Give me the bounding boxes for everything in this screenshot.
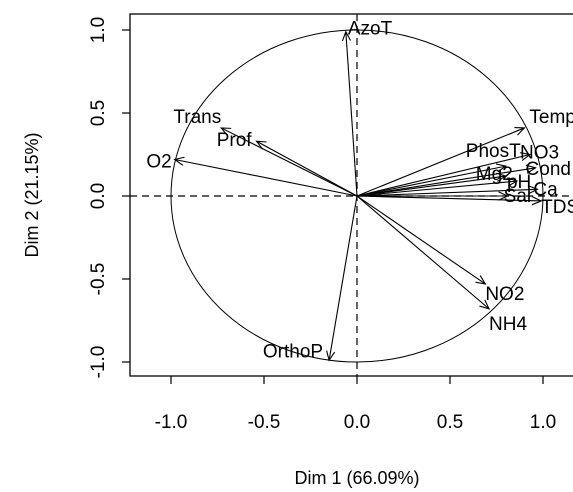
arrowhead-ca	[527, 185, 539, 195]
arrowhead-o2	[173, 156, 185, 166]
y-tick-label: -0.5	[88, 263, 109, 296]
arrow-azot	[345, 31, 358, 197]
y-tick-label: 0.0	[88, 183, 109, 209]
variable-label-no3: NO3	[520, 143, 559, 164]
x-tick-label: 0.0	[344, 412, 370, 433]
axes: -1.0 -0.5 0.0 0.5 1.0 -1.0 -0.5 0.0 0.5 1.0	[88, 17, 556, 433]
arrow-phost	[356, 165, 506, 197]
variable-label-trans: Trans	[173, 107, 221, 128]
variable-label-o2: O2	[146, 151, 171, 172]
arrow-mg2	[356, 175, 506, 197]
arrowhead-trans	[220, 127, 232, 137]
plot-frame	[129, 13, 573, 377]
variable-label-ca: Ca	[533, 179, 558, 200]
x-tick-label: 1.0	[530, 412, 556, 433]
variable-label-phost: PhosT	[466, 141, 521, 162]
x-tick-label: 0.5	[437, 412, 463, 433]
arrowhead-sal	[498, 191, 510, 201]
variable-label-orthop: OrthoP	[263, 341, 323, 362]
arrowhead-phost	[495, 163, 508, 173]
x-axis-label: Dim 1 (66.09%)	[294, 468, 419, 488]
variable-label-azot: AzoT	[348, 19, 393, 40]
variable-label-cond: Cond	[526, 159, 571, 180]
arrow-prof	[256, 140, 358, 197]
arrowhead-tds	[531, 196, 543, 206]
arrowhead-no2	[475, 275, 487, 285]
arrow-tds	[356, 195, 542, 202]
arrow-temp	[356, 127, 525, 197]
x-tick-label: -1.0	[155, 412, 188, 433]
arrowhead-nh4	[479, 299, 491, 310]
arrow-orthop	[328, 195, 358, 361]
arrow-no2	[356, 195, 486, 285]
variable-label-temp: Temp	[529, 107, 573, 128]
variable-label-tds: TDS	[541, 197, 573, 218]
y-tick-label: -1.0	[88, 346, 109, 379]
variable-label-no2: NO2	[485, 284, 524, 305]
arrowhead-ph	[507, 177, 519, 187]
variable-label-mg2: Mg2	[476, 164, 513, 185]
variable-label-nh4: NH4	[489, 314, 527, 335]
arrowhead-prof	[255, 140, 267, 150]
y-tick-label: 0.5	[88, 100, 109, 126]
x-tick-label: -0.5	[248, 412, 281, 433]
arrowhead-temp	[514, 127, 526, 136]
variable-label-ph: pH	[507, 172, 531, 193]
arrowhead-cond	[525, 164, 537, 174]
arrowhead-mg2	[496, 172, 508, 182]
arrowhead-orthop	[326, 350, 336, 362]
arrow-trans	[220, 127, 358, 197]
arrowhead-no3	[520, 152, 532, 162]
arrow-nh4	[356, 195, 490, 310]
variable-label-sal: Sal	[504, 186, 531, 207]
arrowhead-azot	[341, 30, 352, 42]
variable-label-prof: Prof	[217, 130, 253, 151]
arrow-ca	[356, 188, 538, 197]
y-tick-label: 1.0	[88, 17, 109, 43]
y-axis-label: Dim 2 (21.15%)	[22, 132, 42, 257]
arrow-no3	[356, 153, 531, 197]
arrow-ph	[356, 180, 518, 197]
arrow-o2	[174, 158, 358, 197]
arrow-cond	[356, 167, 536, 197]
